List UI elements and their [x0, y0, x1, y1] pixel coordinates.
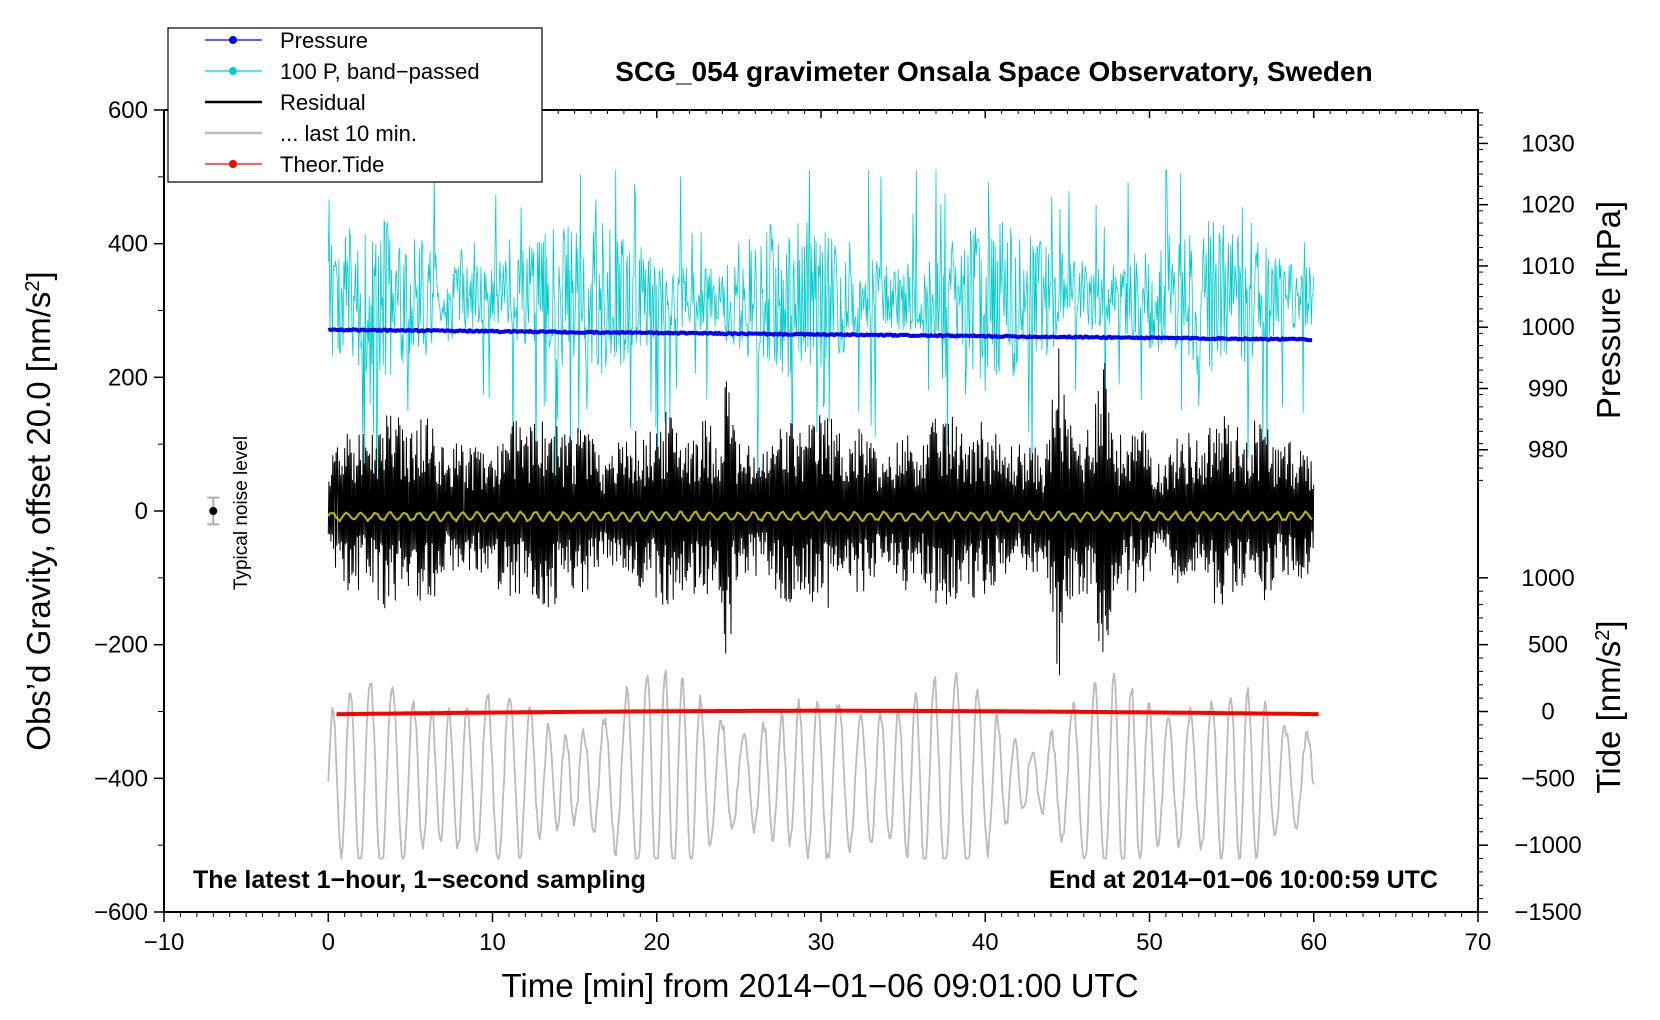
- x-axis-title: Time [min] from 2014−01−06 09:01:00 UTC: [501, 967, 1138, 1004]
- annotation-left: The latest 1−hour, 1−second sampling: [193, 866, 646, 894]
- noise-label: Typical noise level: [231, 436, 252, 590]
- chart-title: SCG_054 gravimeter Onsala Space Observat…: [615, 56, 1372, 87]
- x-tick-label: 50: [1136, 929, 1163, 956]
- legend-box: [167, 27, 543, 183]
- y-left-tick-label: 200: [108, 364, 148, 391]
- y-pressure-tick-label: 990: [1528, 375, 1568, 402]
- series-last-10-min: [327, 669, 1315, 860]
- y-axis-tide-title: Tide [nm/s2]: [1590, 620, 1627, 793]
- y-left-tick-label: −200: [94, 632, 148, 659]
- legend-label: Pressure: [280, 28, 368, 53]
- series-residual: [327, 348, 1315, 676]
- series-band-passed-pressure: [327, 169, 1315, 498]
- legend-label: ... last 10 min.: [280, 121, 417, 146]
- y-pressure-tick-label: 1010: [1521, 253, 1574, 280]
- y-tide-tick-label: 0: [1541, 699, 1554, 726]
- annotation-right: End at 2014−01−06 10:00:59 UTC: [1049, 866, 1438, 894]
- y-pressure-tick-label: 1000: [1521, 314, 1574, 341]
- legend: Pressure 100 P, band−passed Residual ... la…: [167, 27, 543, 183]
- x-tick-label: 20: [643, 929, 670, 956]
- y-left-tick-label: 400: [108, 231, 148, 258]
- noise-point: [209, 507, 218, 515]
- x-tick-label: −10: [144, 929, 185, 956]
- series-pressure: [327, 327, 1313, 343]
- y-left-tick-label: −400: [94, 765, 148, 792]
- y-left-tick-label: 600: [108, 97, 148, 124]
- x-tick-label: 70: [1465, 929, 1492, 956]
- y-pressure-tick-label: 1030: [1521, 130, 1574, 157]
- legend-label: Theor.Tide: [280, 152, 384, 177]
- series-theoretical-tide: [336, 708, 1319, 717]
- y-pressure-tick-label: 1020: [1521, 192, 1574, 219]
- y-tide-tick-label: −1500: [1514, 899, 1581, 926]
- noise-marker: [207, 496, 220, 526]
- series-layer: [327, 169, 1319, 860]
- legend-label: 100 P, band−passed: [280, 59, 480, 84]
- x-tick-label: 30: [808, 929, 835, 956]
- series-residual-smoothed: [327, 510, 1313, 523]
- y-left-tick-label: 0: [135, 498, 148, 525]
- legend-marker: [229, 160, 237, 168]
- x-tick-label: 60: [1300, 929, 1327, 956]
- legend-marker: [229, 67, 237, 75]
- legend-marker: [229, 36, 237, 44]
- y-axis-pressure-title: Pressure [hPa]: [1590, 201, 1627, 419]
- legend-label: Residual: [280, 90, 366, 115]
- y-pressure-tick-label: 980: [1528, 437, 1568, 464]
- y-tide-tick-label: 500: [1528, 632, 1568, 659]
- y-left-tick-label: −600: [94, 899, 148, 926]
- y-axis-left-title: Obs’d Gravity, offset 20.0 [nm/s2]: [20, 271, 57, 750]
- x-tick-label: 40: [972, 929, 999, 956]
- y-tide-tick-label: −500: [1521, 765, 1575, 792]
- y-tide-tick-label: 1000: [1521, 565, 1574, 592]
- x-tick-label: 0: [322, 929, 335, 956]
- x-tick-label: 10: [479, 929, 506, 956]
- ticks-layer: −10 0 10 20 30 40 50 60 70−600−400−2000200400600…: [94, 97, 1582, 956]
- y-tide-tick-label: −1000: [1514, 832, 1581, 859]
